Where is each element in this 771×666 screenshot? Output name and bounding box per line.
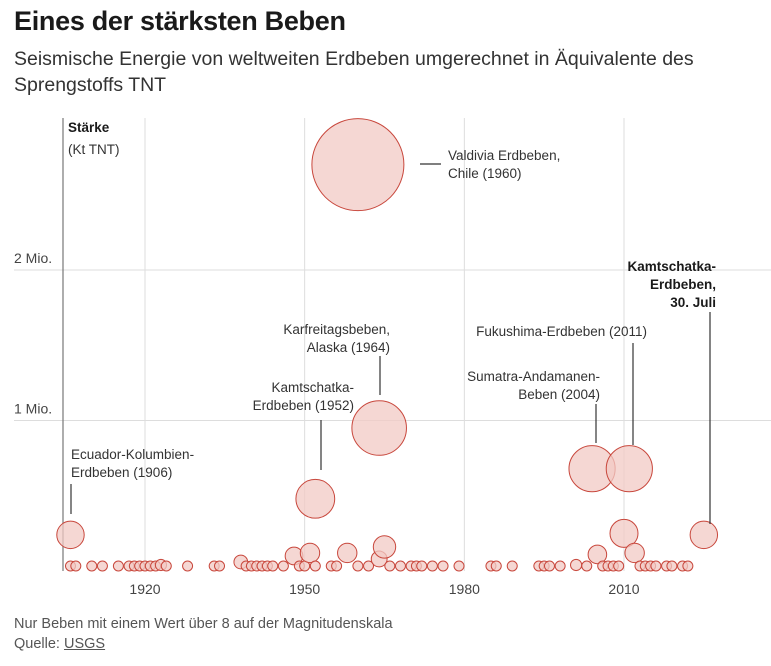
bubble-point	[624, 542, 645, 564]
bubble-point	[570, 558, 583, 572]
annotation-label: Kamtschatka-	[627, 259, 716, 274]
chart-title: Eines der stärksten Beben	[14, 6, 346, 36]
x-tick-label: 1920	[129, 581, 160, 597]
bubble-point	[490, 560, 502, 572]
annotation-label: Erdbeben (1906)	[71, 465, 172, 480]
bubble-point	[581, 560, 593, 572]
bubble-point	[309, 560, 321, 572]
bubble-point	[277, 560, 289, 572]
bubble-point	[666, 560, 678, 572]
bubble-point	[609, 518, 639, 548]
x-tick-label: 1980	[449, 581, 480, 597]
y-axis-unit: (Kt TNT)	[68, 142, 120, 157]
bubble-point	[214, 560, 226, 572]
annotation-label: Ecuador-Kolumbien-	[71, 447, 194, 462]
bubble-point	[352, 560, 364, 572]
x-tick-label: 1950	[289, 581, 320, 597]
annotation-label: Fukushima-Erdbeben (2011)	[476, 324, 647, 339]
bubble-point	[543, 560, 555, 572]
highlight-bubble	[689, 520, 719, 550]
highlight-bubble	[56, 520, 85, 550]
bubble-point	[426, 560, 438, 572]
y-axis-label: Stärke	[68, 120, 110, 135]
annotation-label: Karfreitagsbeben,	[283, 322, 390, 337]
annotation-label: Chile (1960)	[448, 166, 522, 181]
source-line: Quelle: USGS	[14, 634, 393, 654]
bubble-point	[331, 560, 343, 572]
bubble-point	[506, 560, 518, 572]
bubble-point	[160, 560, 172, 572]
bubble-point	[554, 560, 566, 572]
annotation-label: 30. Juli	[670, 295, 716, 310]
highlight-bubble	[311, 118, 405, 212]
bubble-point	[86, 560, 98, 572]
bubble-chart: 1920 1950 1980 2010 1 Mio. 2 Mio. Stärke (Kt TN…	[14, 118, 771, 597]
bubble-point	[384, 560, 396, 572]
bubble-point	[363, 560, 375, 572]
highlight-bubble	[605, 445, 653, 493]
source-link[interactable]: USGS	[63, 636, 106, 652]
annotation-label: Kamtschatka-	[271, 380, 354, 395]
y-tick-label: 2 Mio.	[14, 250, 52, 266]
bubble-point	[267, 560, 279, 572]
bubble-point	[70, 560, 82, 572]
annotation-label: Valdivia Erdbeben,	[448, 148, 560, 163]
bubble-point	[416, 560, 428, 572]
bubble-point	[650, 560, 662, 572]
bubble-point	[682, 560, 694, 572]
bubble-point	[372, 535, 397, 559]
bubble-point	[613, 560, 625, 572]
y-tick-label: 1 Mio.	[14, 401, 52, 417]
bubble-point	[299, 542, 321, 564]
bubble-point	[112, 560, 124, 572]
footer-note: Nur Beben mit einem Wert über 8 auf der …	[14, 616, 393, 632]
highlight-bubble	[351, 400, 407, 456]
bubble-point	[437, 560, 449, 572]
bubble-point	[337, 542, 358, 564]
bubble-point	[394, 560, 406, 572]
annotation-label: Sumatra-Andamanen-	[467, 369, 600, 384]
bubble-point	[182, 560, 194, 572]
x-tick-label: 2010	[608, 581, 639, 597]
bubble-point	[587, 544, 608, 565]
source-prefix: Quelle:	[14, 636, 64, 652]
bubble-point	[453, 560, 465, 572]
annotation-label: Alaska (1964)	[307, 340, 390, 355]
annotation-label: Beben (2004)	[518, 387, 600, 402]
highlight-bubble	[295, 478, 336, 519]
footer: Nur Beben mit einem Wert über 8 auf der …	[14, 614, 393, 654]
annotation-label: Erdbeben (1952)	[253, 398, 354, 413]
bubble-point	[96, 560, 108, 572]
annotation-label: Erdbeben,	[650, 277, 716, 292]
chart-subtitle: Seismische Energie von weltweiten Erdbeb…	[14, 48, 694, 96]
